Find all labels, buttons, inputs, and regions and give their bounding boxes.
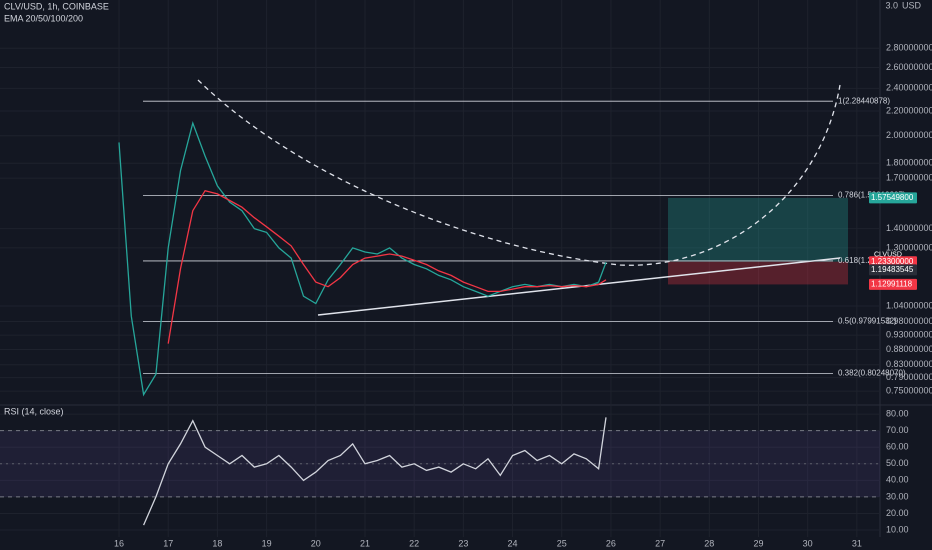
y-tick-label: 30.00	[886, 491, 909, 501]
y-tick-label: 10.00	[886, 524, 909, 534]
y-tick-label: 80.00	[886, 408, 909, 418]
price-label-box	[869, 192, 917, 204]
y-tick-label: 1.70000000	[886, 172, 932, 182]
indicator-label: EMA 20/50/100/200	[4, 13, 83, 23]
fib-label: 0.382(0.80248070)	[838, 369, 906, 378]
x-tick-label: 24	[508, 538, 518, 548]
fib-label: 1(2.28440878)	[838, 96, 890, 105]
y-tick-label: 2.60000000	[886, 62, 932, 72]
y-tick-label: 0.83000000	[886, 359, 932, 369]
x-tick-label: 19	[262, 538, 272, 548]
y-tick-label: 50.00	[886, 458, 909, 468]
price-label: 1.19483545	[871, 265, 914, 274]
price-label-box	[869, 264, 917, 276]
price-label: 1.57549800	[871, 193, 914, 202]
price-label: 1.12991118	[871, 280, 913, 289]
y-tick-label: 2.80000000	[886, 43, 932, 53]
x-tick-label: 27	[655, 538, 665, 548]
y-tick-label: 0.75000000	[886, 385, 932, 395]
x-tick-label: 17	[163, 538, 173, 548]
y-tick-label: 40.00	[886, 475, 909, 485]
symbol-label: CLVUSD	[874, 252, 902, 259]
x-tick-label: 30	[803, 538, 813, 548]
y-tick-label: 1.30000000	[886, 242, 932, 252]
chart-title: CLV/USD, 1h, COINBASE	[4, 1, 109, 11]
axis-unit: USD	[902, 0, 922, 10]
y-tick-label: 1.04000000	[886, 300, 932, 310]
stop-zone	[668, 261, 848, 285]
trend-curve	[197, 79, 841, 266]
y-tick-label: 20.00	[886, 508, 909, 518]
series-line	[167, 189, 607, 344]
x-tick-label: 18	[212, 538, 222, 548]
y-tick-label: 1.40000000	[886, 223, 932, 233]
x-tick-label: 25	[557, 538, 567, 548]
plot	[0, 0, 880, 537]
x-tick-label: 16	[114, 538, 124, 548]
x-tick-label: 20	[311, 538, 321, 548]
y-tick-label: 2.20000000	[886, 105, 932, 115]
y-tick-label: 2.40000000	[886, 83, 932, 93]
y-tick-label: 0.88000000	[886, 344, 932, 354]
y-tick-label: 60.00	[886, 442, 909, 452]
y-tick-label: 70.00	[886, 425, 909, 435]
x-tick-label: 28	[704, 538, 714, 548]
x-tick-label: 31	[852, 538, 862, 548]
series-line	[143, 417, 607, 526]
y-tick-label: 0.79000000	[886, 372, 932, 382]
x-tick-label: 22	[409, 538, 419, 548]
x-tick-label: 26	[606, 538, 616, 548]
x-tick-label: 29	[753, 538, 763, 548]
x-tick-label: 21	[360, 538, 370, 548]
y-tick-label: 0.98000000	[886, 316, 932, 326]
x-tick-label: 23	[458, 538, 468, 548]
price-label: 1.23300000	[871, 257, 914, 266]
fib-label: 0.5(0.97991532)	[838, 317, 897, 326]
target-zone	[668, 197, 848, 262]
price-label-box	[869, 278, 917, 290]
rsi-title: RSI (14, close)	[4, 406, 64, 416]
y-tick-label: 0.93000000	[886, 329, 932, 339]
y-tick-label: 2.00000000	[886, 130, 932, 140]
axis-top: 3.0	[885, 0, 898, 10]
series-line	[118, 120, 607, 397]
y-tick-label: 1.80000000	[886, 158, 932, 168]
